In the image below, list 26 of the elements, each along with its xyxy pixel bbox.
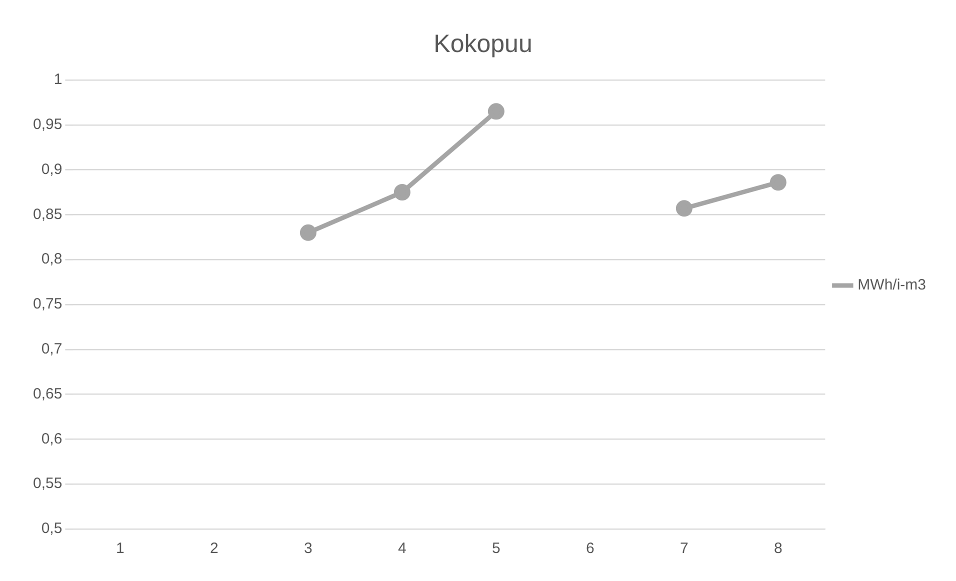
point: [676, 200, 692, 217]
x-tick-label: 6: [586, 540, 594, 558]
chart-title: Kokopuu: [434, 30, 532, 58]
point: [394, 184, 410, 200]
x-tick-label: 3: [304, 540, 312, 558]
x-tick-label: 2: [210, 540, 218, 558]
x-tick-label: 8: [774, 540, 782, 558]
y-tick-label: 0,7: [41, 340, 62, 358]
x-tick-label: 1: [116, 540, 124, 558]
point: [300, 224, 316, 241]
y-tick-label: 0,5: [41, 520, 62, 538]
y-tick-label: 0,75: [32, 296, 62, 313]
point: [488, 103, 504, 120]
x-tick-label: 7: [680, 540, 688, 558]
x-tick-label: 4: [398, 540, 406, 558]
x-tick-label: 5: [492, 540, 500, 558]
y-tick-label: 0,85: [32, 206, 62, 223]
y-tick-label: 0,65: [32, 385, 62, 402]
y-tick-label: 0,8: [41, 250, 62, 268]
y-tick-label: 0,6: [41, 430, 62, 448]
point: [770, 174, 786, 191]
y-tick-label: 0,95: [32, 116, 62, 134]
legend-label: MWh/i-m3: [858, 276, 926, 294]
y-tick-label: 1: [54, 71, 62, 88]
y-tick-label: 0,55: [32, 475, 62, 492]
y-tick-label: 0,9: [41, 160, 62, 178]
